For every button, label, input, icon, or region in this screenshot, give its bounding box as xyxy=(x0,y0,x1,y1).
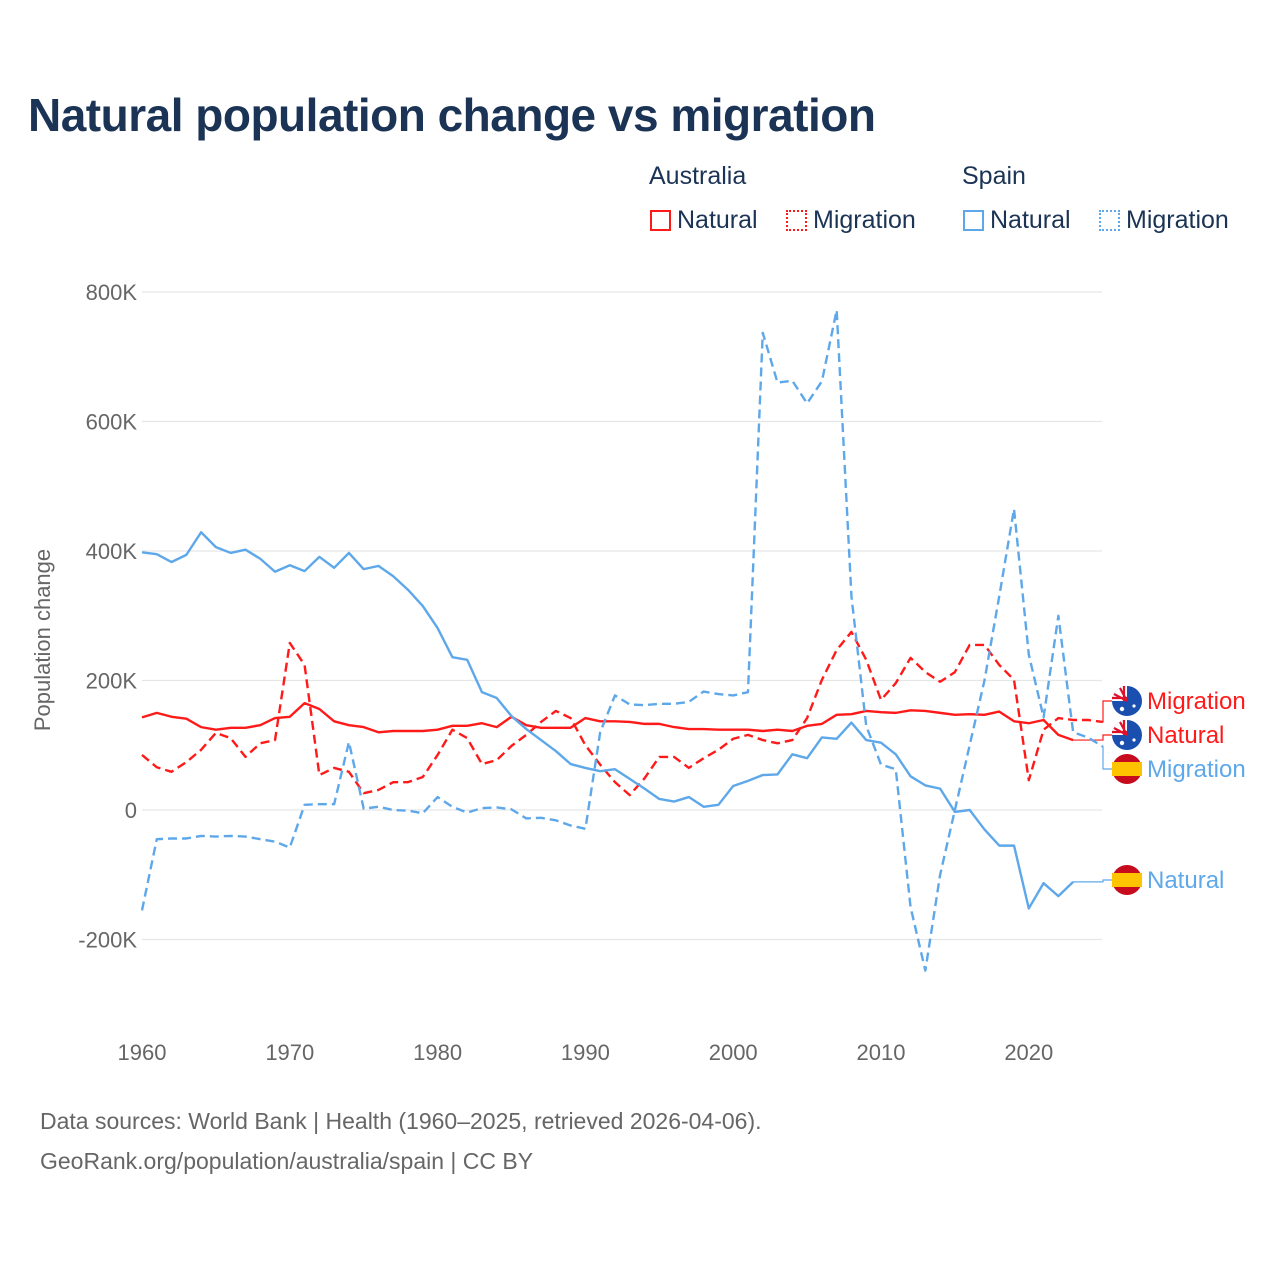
flag-band xyxy=(1112,762,1142,776)
legend-australia-migration[interactable]: Migration xyxy=(786,206,916,235)
flag-star xyxy=(1119,706,1125,712)
label-connector xyxy=(1073,879,1112,883)
legend-swatch-solid xyxy=(650,210,671,231)
label-connector xyxy=(1102,745,1112,770)
flag-band xyxy=(1112,873,1142,887)
legend-group-australia: Australia xyxy=(649,162,747,190)
y-tick-label: 0 xyxy=(125,798,137,823)
legend-label: Natural xyxy=(677,206,758,234)
series-end-label: Migration xyxy=(1147,756,1246,783)
label-connector xyxy=(1102,700,1112,723)
series-line-spain-migration xyxy=(140,308,1104,972)
legend-spain-natural[interactable]: Natural xyxy=(963,206,1071,235)
flag-cross xyxy=(1112,686,1128,702)
x-tick-label: 1980 xyxy=(413,1040,462,1065)
series-end-label: Natural xyxy=(1147,722,1224,749)
footer-sources: Data sources: World Bank | Health (1960–… xyxy=(40,1108,762,1134)
legend-spain-migration[interactable]: Migration xyxy=(1099,206,1229,235)
legend-label: Migration xyxy=(1126,206,1229,234)
spain-flag-icon xyxy=(1112,865,1142,895)
series-line-australia-migration xyxy=(141,630,1103,797)
y-tick-label: 800K xyxy=(86,280,138,305)
y-tick-label: -200K xyxy=(78,928,137,953)
chart-title: Natural population change vs migration xyxy=(28,89,876,141)
australia-flag-icon xyxy=(1112,686,1142,716)
legend-swatch-dotted xyxy=(1099,210,1120,231)
x-tick-label: 1970 xyxy=(265,1040,314,1065)
footer-link[interactable]: GeoRank.org/population/australia/spain |… xyxy=(40,1148,534,1174)
x-tick-label: 2010 xyxy=(857,1040,906,1065)
series-line-australia-natural xyxy=(141,701,1074,742)
x-tick-label: 1960 xyxy=(118,1040,167,1065)
flag-star xyxy=(1119,740,1125,746)
flag-cross xyxy=(1112,720,1128,736)
flag-star xyxy=(1132,738,1136,742)
legend-swatch-dotted xyxy=(786,210,807,231)
label-connector xyxy=(1073,734,1112,741)
series-end-label: Natural xyxy=(1147,867,1224,894)
y-tick-label: 600K xyxy=(86,410,138,435)
legend-label: Migration xyxy=(813,206,916,234)
spain-flag-icon xyxy=(1112,754,1142,784)
australia-flag-icon xyxy=(1112,720,1142,750)
x-tick-label: 2020 xyxy=(1004,1040,1053,1065)
series-line-spain-natural xyxy=(141,531,1074,910)
series-end-label: Migration xyxy=(1147,688,1246,715)
legend-swatch-solid xyxy=(963,210,984,231)
y-tick-label: 200K xyxy=(86,669,138,694)
y-axis-label: Population change xyxy=(30,549,55,731)
x-tick-label: 1990 xyxy=(561,1040,610,1065)
legend-group-spain: Spain xyxy=(962,162,1026,190)
x-tick-label: 2000 xyxy=(709,1040,758,1065)
flag-star xyxy=(1132,704,1136,708)
legend-australia-natural[interactable]: Natural xyxy=(650,206,758,235)
legend-label: Natural xyxy=(990,206,1071,234)
y-tick-label: 400K xyxy=(86,539,138,564)
